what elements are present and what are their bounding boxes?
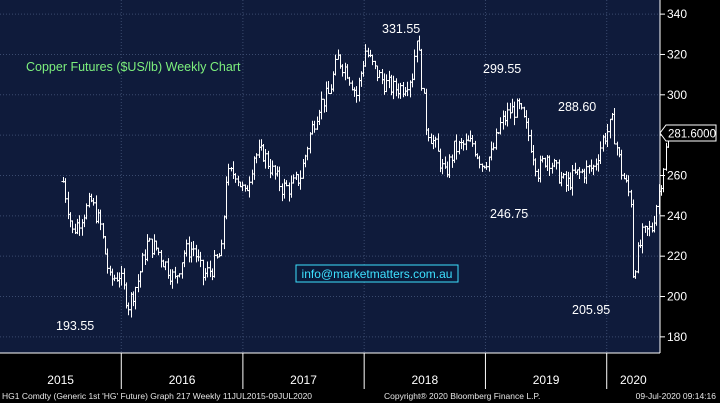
last-price-flag [659,124,717,142]
y-tick-label-320: 320 [667,47,687,61]
annotation-288-60: 288.60 [558,100,596,114]
footer-security-info: HG1 Comdty (Generic 1st 'HG' Future) Gra… [2,391,313,401]
footer-copyright: Copyright® 2020 Bloomberg Finance L.P. [384,391,541,401]
watermark-box [295,264,459,283]
x-tick-label-2020: 2020 [620,373,647,387]
x-tick-label-2016: 2016 [169,373,196,387]
x-axis: 2015 2016 2017 2018 2019 2020 [0,352,660,389]
annotation-205-95: 205.95 [572,303,610,317]
y-tick-label-260: 260 [667,168,687,182]
price-bars [61,35,671,318]
y-tick-label-300: 300 [667,88,687,102]
y-tick-label-240: 240 [667,209,687,223]
y-tick-label-340: 340 [667,7,687,21]
annotation-246-75: 246.75 [490,207,528,221]
y-tick-label-180: 180 [667,330,687,344]
grid-lines [0,0,660,353]
annotation-299-55: 299.55 [483,62,521,76]
watermark-email: info@marketmatters.com.au [302,267,453,281]
last-price-marker: 281.6000 [659,124,717,142]
y-tick-label-200: 200 [667,290,687,304]
x-tick-label-2015: 2015 [47,373,74,387]
bloomberg-footer: HG1 Comdty (Generic 1st 'HG' Future) Gra… [0,390,720,403]
y-axis: 180200220240260280300320340 [659,0,687,353]
price-annotations: 331.55 299.55 288.60 246.75 193.55 205.9… [56,22,610,333]
x-tick-label-2017: 2017 [290,373,317,387]
footer-timestamp: 09-Jul-2020 09:14:16 [635,391,716,401]
chart-title: Copper Futures ($US/lb) Weekly Chart [26,60,241,74]
x-tick-label-2019: 2019 [533,373,560,387]
x-tick-label-2018: 2018 [411,373,438,387]
last-price-label: 281.6000 [668,129,716,141]
annotation-331-55: 331.55 [382,22,420,36]
plot-area [0,0,660,353]
y-tick-label-220: 220 [667,249,687,263]
annotation-193-55: 193.55 [56,319,94,333]
